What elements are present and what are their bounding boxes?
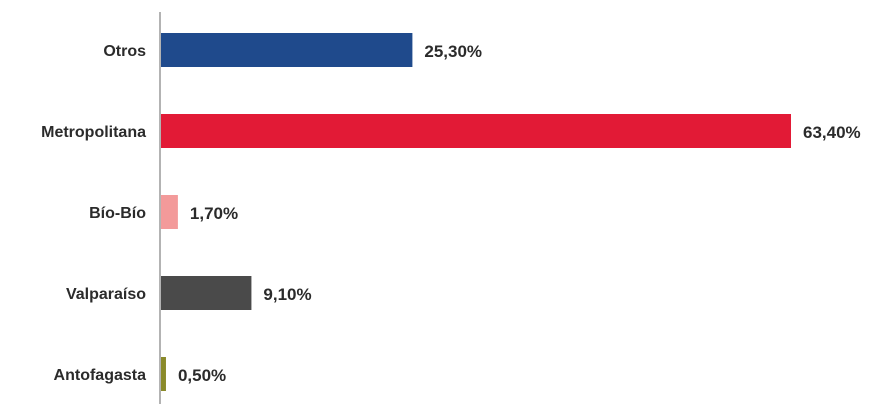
value-labels-group: 25,30% 63,40% 1,70% 9,10% 0,50% xyxy=(178,42,861,385)
value-label-1: 63,40% xyxy=(803,123,861,142)
value-label-3: 9,10% xyxy=(263,285,311,304)
category-label-1: Metropolitana xyxy=(41,124,146,141)
category-label-2: Bío-Bío xyxy=(89,205,146,222)
category-label-4: Antofagasta xyxy=(54,367,147,384)
category-label-3: Valparaíso xyxy=(66,286,146,303)
bar-3 xyxy=(161,276,252,310)
bar-4 xyxy=(161,357,166,391)
bar-0 xyxy=(161,33,413,67)
value-label-0: 25,30% xyxy=(424,42,482,61)
bar-2 xyxy=(161,195,178,229)
category-label-0: Otros xyxy=(103,43,146,60)
bars-group xyxy=(161,33,791,391)
bar-1 xyxy=(161,114,791,148)
category-labels-group: Otros Metropolitana Bío-Bío Valparaíso Antof… xyxy=(41,43,146,384)
value-label-2: 1,70% xyxy=(190,204,238,223)
value-label-4: 0,50% xyxy=(178,366,226,385)
